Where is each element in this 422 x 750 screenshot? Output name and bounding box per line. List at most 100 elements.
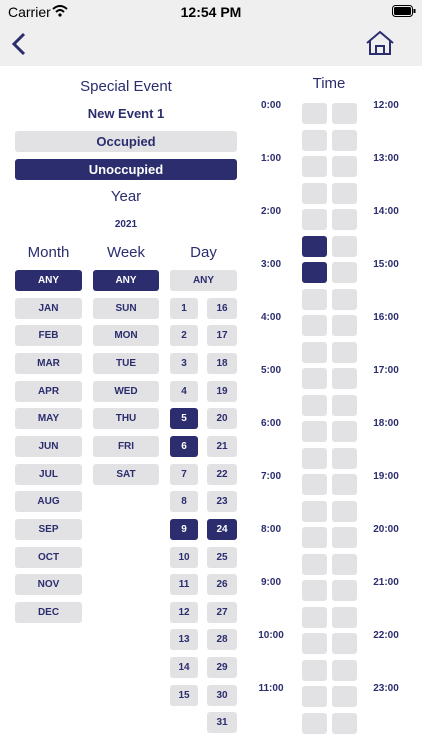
time-slot[interactable] (332, 474, 357, 495)
time-slot[interactable] (302, 103, 327, 124)
day-option[interactable]: 16 (207, 297, 237, 319)
day-option[interactable]: 9 (170, 518, 198, 540)
time-slot[interactable] (332, 235, 357, 257)
day-option[interactable]: 13 (170, 629, 198, 651)
time-slot[interactable] (302, 341, 327, 363)
month-option[interactable]: AUG (15, 491, 82, 513)
time-slot[interactable] (302, 500, 327, 522)
time-slot[interactable] (302, 368, 327, 389)
month-option[interactable]: NOV (15, 574, 82, 596)
month-option[interactable]: JUN (15, 435, 82, 457)
day-option[interactable]: 15 (170, 684, 198, 706)
month-option[interactable]: ANY (15, 270, 82, 291)
day-option[interactable]: 18 (207, 352, 237, 374)
time-slot[interactable] (332, 315, 357, 336)
day-option[interactable]: 1 (170, 297, 198, 319)
time-slot[interactable] (332, 606, 357, 628)
month-option[interactable]: SEP (15, 518, 82, 540)
day-option[interactable]: 20 (207, 408, 237, 430)
day-option[interactable]: 2 (170, 325, 198, 347)
week-option[interactable]: FRI (93, 435, 159, 457)
day-option[interactable]: 28 (207, 629, 237, 651)
week-option[interactable]: WED (93, 380, 159, 402)
time-slot[interactable] (302, 580, 327, 601)
day-option[interactable]: 10 (170, 546, 198, 568)
time-slot[interactable] (332, 553, 357, 575)
time-slot[interactable] (332, 262, 357, 283)
month-option[interactable]: OCT (15, 546, 82, 568)
week-option[interactable]: TUE (93, 352, 159, 374)
month-option[interactable]: JUL (15, 463, 82, 485)
week-option[interactable]: SUN (93, 297, 159, 319)
day-option[interactable]: 4 (170, 380, 198, 402)
time-slot[interactable] (332, 659, 357, 681)
time-slot[interactable] (332, 129, 357, 151)
day-option[interactable]: 11 (170, 574, 198, 596)
home-button[interactable] (364, 30, 396, 56)
day-option[interactable]: 31 (207, 712, 237, 734)
time-slot[interactable] (332, 580, 357, 601)
back-button[interactable] (10, 32, 28, 56)
day-option[interactable]: 14 (170, 657, 198, 679)
time-slot[interactable] (332, 447, 357, 469)
day-option[interactable]: 7 (170, 463, 198, 485)
time-slot[interactable] (302, 315, 327, 336)
time-slot[interactable] (302, 394, 327, 416)
time-slot[interactable] (302, 262, 327, 283)
day-option[interactable]: ANY (170, 270, 237, 291)
time-slot[interactable] (302, 235, 327, 257)
time-slot[interactable] (302, 288, 327, 310)
week-option[interactable]: SAT (93, 463, 159, 485)
time-slot[interactable] (332, 103, 357, 124)
month-option[interactable]: APR (15, 380, 82, 402)
time-slot[interactable] (302, 527, 327, 548)
day-option[interactable]: 3 (170, 352, 198, 374)
time-slot[interactable] (302, 659, 327, 681)
time-slot[interactable] (302, 209, 327, 230)
time-slot[interactable] (332, 686, 357, 707)
day-option[interactable]: 21 (207, 435, 237, 457)
time-slot[interactable] (302, 474, 327, 495)
time-slot[interactable] (302, 712, 327, 734)
day-option[interactable]: 25 (207, 546, 237, 568)
day-option[interactable]: 19 (207, 380, 237, 402)
day-option[interactable]: 27 (207, 601, 237, 623)
time-slot[interactable] (332, 209, 357, 230)
time-slot[interactable] (332, 633, 357, 654)
day-option[interactable]: 22 (207, 463, 237, 485)
day-option[interactable]: 8 (170, 491, 198, 513)
day-option[interactable]: 17 (207, 325, 237, 347)
week-option[interactable]: MON (93, 325, 159, 347)
time-slot[interactable] (302, 421, 327, 442)
mode-button[interactable]: Occupied (15, 131, 237, 152)
time-slot[interactable] (332, 368, 357, 389)
time-slot[interactable] (332, 500, 357, 522)
time-slot[interactable] (332, 182, 357, 204)
time-slot[interactable] (332, 156, 357, 177)
day-option[interactable]: 30 (207, 684, 237, 706)
time-slot[interactable] (332, 394, 357, 416)
month-option[interactable]: DEC (15, 601, 82, 623)
day-option[interactable]: 5 (170, 408, 198, 430)
time-slot[interactable] (302, 606, 327, 628)
day-option[interactable]: 6 (170, 435, 198, 457)
time-slot[interactable] (302, 686, 327, 707)
time-slot[interactable] (302, 129, 327, 151)
time-slot[interactable] (302, 553, 327, 575)
month-option[interactable]: MAY (15, 408, 82, 430)
month-option[interactable]: JAN (15, 297, 82, 319)
day-option[interactable]: 29 (207, 657, 237, 679)
day-option[interactable]: 23 (207, 491, 237, 513)
week-option[interactable]: THU (93, 408, 159, 430)
day-option[interactable]: 12 (170, 601, 198, 623)
time-slot[interactable] (302, 156, 327, 177)
time-slot[interactable] (302, 447, 327, 469)
time-slot[interactable] (302, 182, 327, 204)
time-slot[interactable] (332, 421, 357, 442)
day-option[interactable]: 24 (207, 518, 237, 540)
time-slot[interactable] (302, 633, 327, 654)
time-slot[interactable] (332, 527, 357, 548)
time-slot[interactable] (332, 288, 357, 310)
month-option[interactable]: FEB (15, 325, 82, 347)
day-option[interactable]: 26 (207, 574, 237, 596)
